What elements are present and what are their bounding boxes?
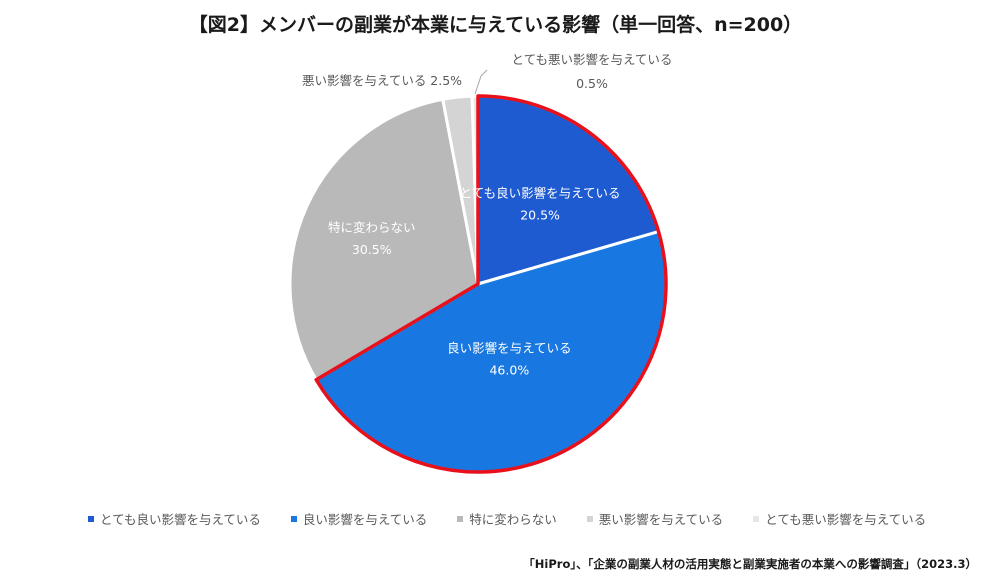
legend-item-good: 良い影響を与えている: [290, 509, 428, 528]
legend-label: とても良い影響を与えている: [100, 512, 261, 527]
legend-item-very-bad: とても悪い影響を与えている: [753, 509, 926, 528]
slice-label-very-bad-value: 0.5%: [576, 76, 608, 91]
positive-highlight-outline: [314, 94, 668, 474]
legend-label: 良い影響を与えている: [302, 512, 428, 527]
slice-label-no-change-text: 特に変わらない: [328, 220, 416, 235]
slice-label-good-text: 良い影響を与えている: [447, 340, 571, 355]
pie-chart: とても良い影響を与えている 20.5% 良い影響を与えている 46.0% 特に変わらない…: [288, 52, 673, 474]
leader-line: [474, 69, 488, 95]
slice-label-very-good-value: 20.5%: [520, 207, 560, 222]
legend-label: 特に変わらない: [469, 512, 557, 527]
chart-title: 【図2】メンバーの副業が本業に与えている影響（単一回答、n=200）: [188, 14, 803, 36]
legend-item-bad: 悪い影響を与えている: [586, 509, 724, 528]
legend-item-no-change: 特に変わらない: [457, 509, 557, 528]
legend-swatch: [290, 515, 297, 522]
legend-swatch: [753, 515, 760, 522]
legend-swatch: [586, 515, 593, 522]
slice-label-no-change-value: 30.5%: [352, 242, 392, 257]
legend-label: 悪い影響を与えている: [598, 512, 724, 527]
legend-swatch: [88, 515, 94, 522]
slice-label-bad: 悪い影響を与えている 2.5%: [302, 73, 462, 88]
pie-slice-no-change: [288, 97, 480, 382]
legend: とても良い影響を与えている 良い影響を与えている 特に変わらない 悪い影響を与えている…: [88, 509, 956, 528]
slice-label-very-good-text: とても良い影響を与えている: [460, 185, 621, 200]
slice-label-very-bad-text: とても悪い影響を与えている: [512, 52, 673, 67]
legend-item-very-good: とても良い影響を与えている: [88, 509, 261, 528]
slice-label-good-value: 46.0%: [489, 362, 529, 377]
legend-label: とても悪い影響を与えている: [765, 512, 927, 527]
source-note: 「HiPro」、「企業の副業人材の活用実態と副業実施者の本業への影響調査」（20…: [523, 557, 977, 571]
legend-swatch: [457, 515, 464, 522]
